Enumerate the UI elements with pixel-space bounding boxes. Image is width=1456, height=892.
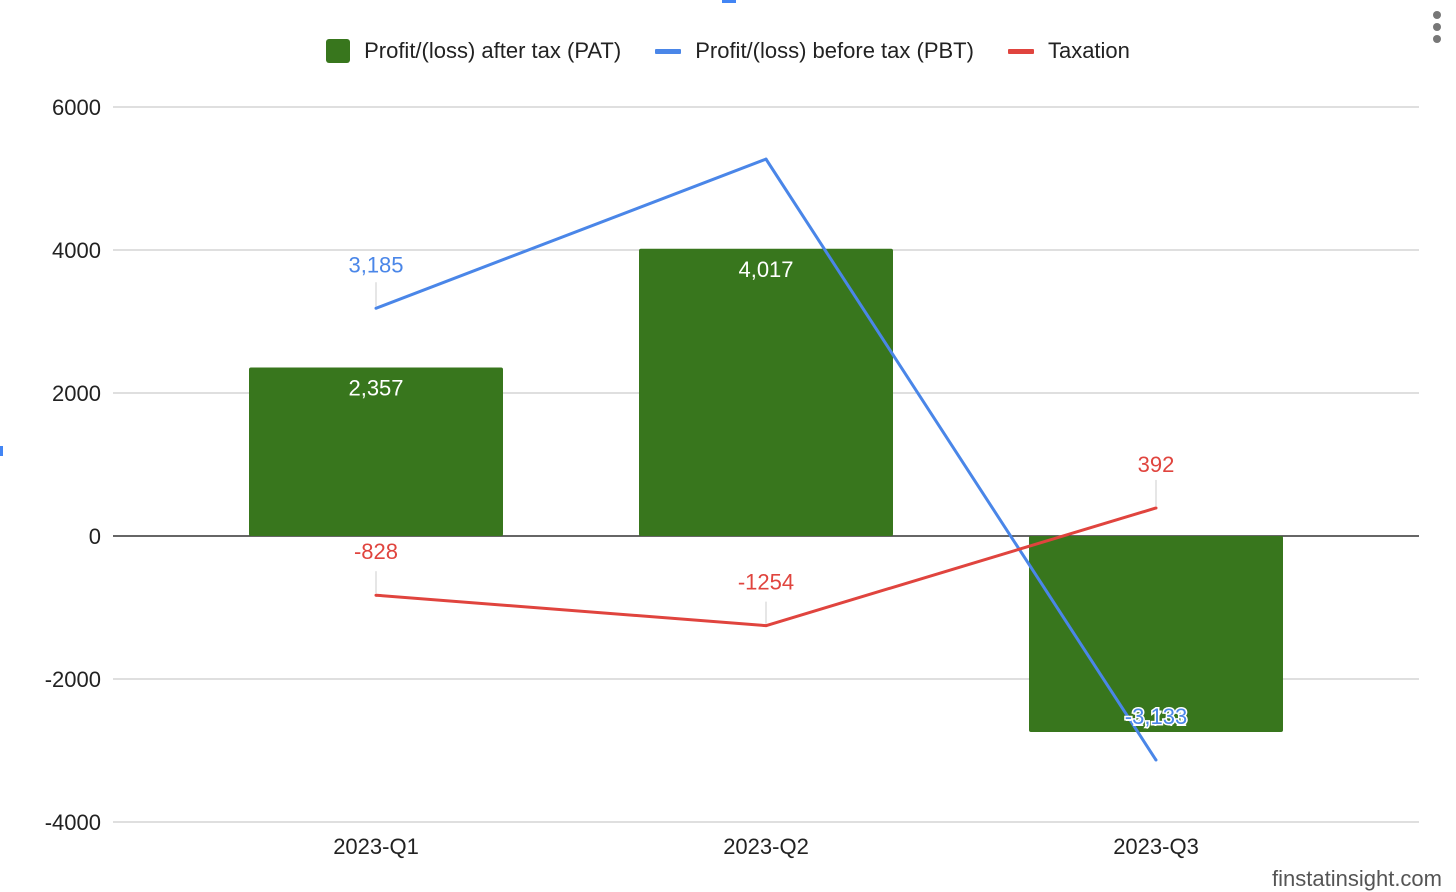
y-tick-label: 4000 [52, 238, 101, 263]
data-label-taxation: -1254 [738, 570, 794, 595]
data-label-pat: -2,741 [1125, 706, 1187, 731]
point-taxation [1154, 506, 1158, 510]
data-label-pbt: 3,185 [348, 252, 403, 277]
data-label-pat: 2,357 [348, 375, 403, 400]
legend-item-pbt[interactable]: Profit/(loss) before tax (PBT) [655, 38, 974, 64]
watermark: finstatinsight.com [1272, 866, 1442, 891]
data-label-pbt: -3,133 [1125, 704, 1187, 729]
y-tick-label: -2000 [45, 667, 101, 692]
bar-pat [249, 367, 503, 536]
legend-label-taxation: Taxation [1047, 38, 1130, 63]
point-pbt [374, 306, 378, 310]
legend-item-pat[interactable]: Profit/(loss) after tax (PAT) [326, 38, 621, 64]
point-taxation [374, 593, 378, 597]
legend-label-pbt: Profit/(loss) before tax (PBT) [695, 38, 974, 63]
point-pbt [764, 157, 768, 161]
y-tick-label: 6000 [52, 95, 101, 120]
y-tick-label: 2000 [52, 381, 101, 406]
left-marker [0, 446, 3, 456]
legend-item-taxation[interactable]: Taxation [1007, 38, 1130, 64]
point-pbt [1154, 758, 1158, 762]
legend-swatch-pbt [655, 48, 682, 54]
legend-label-pat: Profit/(loss) after tax (PAT) [364, 38, 622, 63]
data-label-taxation: -828 [354, 539, 398, 564]
y-tick-label: -4000 [45, 810, 101, 835]
top-marker [722, 0, 736, 3]
more-vert-icon[interactable] [1430, 8, 1444, 44]
y-tick-label: 0 [89, 524, 101, 549]
legend-swatch-taxation [1007, 48, 1034, 54]
data-label-taxation: 392 [1138, 452, 1175, 477]
data-label-pat: 4,017 [738, 257, 793, 282]
legend: Profit/(loss) after tax (PAT) Profit/(lo… [0, 38, 1456, 64]
bar-pat [639, 248, 893, 537]
bar-pat [1029, 536, 1283, 732]
x-tick-label: 2023-Q2 [723, 834, 809, 859]
x-tick-label: 2023-Q1 [333, 834, 419, 859]
x-tick-label: 2023-Q3 [1113, 834, 1199, 859]
legend-swatch-pat [326, 39, 351, 63]
point-taxation [764, 624, 768, 628]
